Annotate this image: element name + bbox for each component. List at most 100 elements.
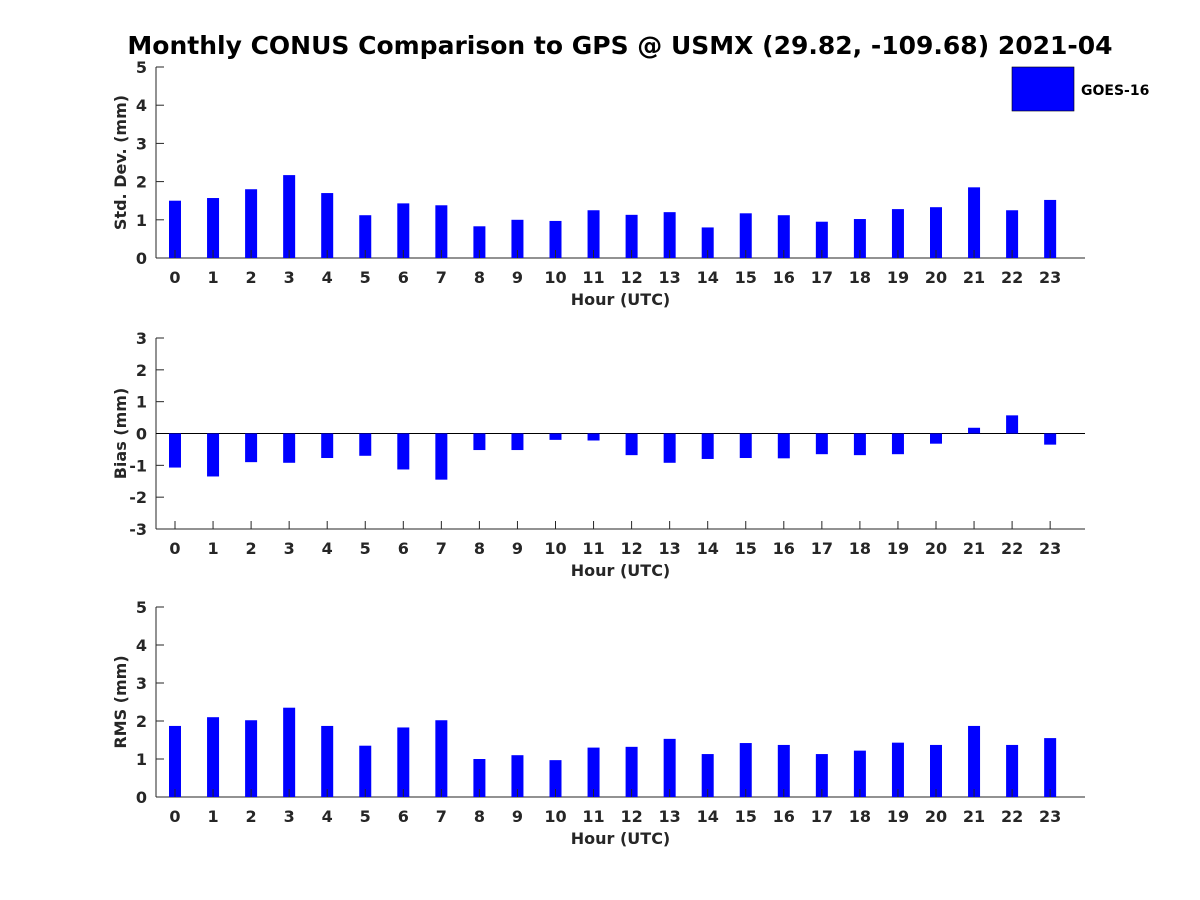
bar-bias-hour-4 — [321, 433, 334, 459]
bar-rms-hour-14 — [701, 754, 714, 797]
x-tick-label: 9 — [512, 807, 523, 826]
bar-bias-hour-21 — [968, 427, 981, 434]
x-tick-label: 19 — [887, 539, 909, 558]
x-tick-label: 8 — [474, 539, 485, 558]
y-tick-label: -3 — [129, 520, 147, 539]
x-tick-label: 14 — [697, 807, 719, 826]
bar-stddev-hour-13 — [663, 212, 676, 258]
bar-rms-hour-4 — [321, 725, 334, 797]
bar-rms-hour-16 — [777, 744, 790, 797]
x-tick-label: 5 — [360, 539, 371, 558]
y-tick-label: 2 — [136, 173, 147, 192]
bar-rms-hour-20 — [930, 744, 942, 797]
y-tick-label: 2 — [136, 712, 147, 731]
bar-bias-hour-15 — [739, 433, 752, 459]
x-tick-label: 6 — [398, 268, 409, 287]
x-tick-label: 23 — [1039, 539, 1061, 558]
bar-bias-hour-7 — [435, 433, 448, 480]
x-tick-label: 5 — [360, 807, 371, 826]
x-tick-label: 6 — [398, 807, 409, 826]
x-tick-label: 13 — [659, 807, 681, 826]
y-tick-label: 2 — [136, 361, 147, 380]
bar-rms-hour-8 — [473, 759, 486, 797]
x-tick-label: 20 — [925, 539, 947, 558]
x-tick-label: 18 — [849, 268, 871, 287]
x-tick-label: 5 — [360, 268, 371, 287]
x-tick-label: 9 — [512, 539, 523, 558]
x-tick-label: 0 — [169, 807, 180, 826]
bar-rms-hour-9 — [511, 755, 524, 797]
legend-label: GOES-16 — [1081, 83, 1149, 99]
x-tick-label: 1 — [207, 807, 218, 826]
bar-stddev-hour-10 — [549, 220, 562, 258]
bar-bias-hour-20 — [930, 433, 942, 444]
bar-bias-hour-9 — [511, 433, 524, 451]
bar-bias-hour-22 — [1006, 415, 1019, 434]
bar-rms-hour-18 — [853, 750, 866, 797]
x-tick-label: 1 — [207, 539, 218, 558]
y-tick-label: 5 — [136, 58, 147, 77]
bar-stddev-hour-3 — [283, 175, 296, 258]
bar-stddev-hour-0 — [169, 200, 181, 258]
bar-bias-hour-10 — [549, 433, 562, 440]
bar-bias-hour-3 — [283, 433, 296, 463]
bar-stddev-hour-18 — [853, 219, 866, 258]
y-tick-label: 1 — [136, 750, 147, 769]
x-tick-label: 7 — [436, 539, 447, 558]
bar-stddev-hour-17 — [815, 221, 828, 258]
x-tick-label: 8 — [474, 807, 485, 826]
bar-rms-hour-13 — [663, 738, 676, 797]
x-tick-label: 23 — [1039, 807, 1061, 826]
legend-swatch — [1011, 66, 1075, 112]
y-tick-label: 3 — [136, 674, 147, 693]
x-tick-label: 17 — [811, 807, 833, 826]
bar-stddev-hour-20 — [930, 207, 942, 258]
x-tick-label: 19 — [887, 807, 909, 826]
bar-stddev-hour-15 — [739, 213, 752, 258]
chart-title: Monthly CONUS Comparison to GPS @ USMX (… — [127, 31, 1112, 60]
bar-bias-hour-12 — [625, 433, 638, 456]
x-tick-label: 10 — [544, 539, 566, 558]
x-tick-label: 22 — [1001, 268, 1023, 287]
y-tick-label: 0 — [136, 425, 147, 444]
bar-bias-hour-14 — [701, 433, 714, 459]
bar-rms-hour-17 — [815, 754, 828, 797]
x-tick-label: 10 — [544, 268, 566, 287]
bar-bias-hour-16 — [777, 433, 790, 459]
x-tick-label: 2 — [246, 268, 257, 287]
y-axis-label: Std. Dev. (mm) — [111, 95, 130, 230]
x-tick-label: 4 — [322, 807, 333, 826]
bar-stddev-hour-14 — [701, 227, 714, 258]
bar-bias-hour-1 — [207, 433, 220, 477]
bar-bias-hour-8 — [473, 433, 486, 451]
y-tick-label: 0 — [136, 249, 147, 268]
bar-stddev-hour-12 — [625, 214, 638, 258]
x-tick-label: 21 — [963, 539, 985, 558]
y-tick-label: 1 — [136, 211, 147, 230]
y-tick-label: 4 — [136, 636, 147, 655]
bar-stddev-hour-5 — [359, 215, 372, 258]
x-tick-label: 21 — [963, 807, 985, 826]
x-tick-label: 3 — [284, 268, 295, 287]
x-tick-label: 15 — [735, 539, 757, 558]
x-tick-label: 7 — [436, 268, 447, 287]
bar-bias-hour-5 — [359, 433, 372, 456]
bar-rms-hour-21 — [968, 725, 981, 797]
x-tick-label: 7 — [436, 807, 447, 826]
bar-bias-hour-2 — [245, 433, 258, 463]
x-tick-label: 1 — [207, 268, 218, 287]
bar-rms-hour-10 — [549, 760, 562, 797]
x-tick-label: 4 — [322, 539, 333, 558]
x-tick-label: 11 — [582, 268, 604, 287]
y-tick-label: -1 — [129, 456, 147, 475]
x-tick-label: 12 — [620, 539, 642, 558]
x-tick-label: 21 — [963, 268, 985, 287]
x-tick-label: 15 — [735, 268, 757, 287]
bar-stddev-hour-19 — [891, 209, 904, 258]
y-tick-label: 3 — [136, 329, 147, 348]
x-axis-label: Hour (UTC) — [571, 290, 671, 309]
x-tick-label: 11 — [582, 807, 604, 826]
